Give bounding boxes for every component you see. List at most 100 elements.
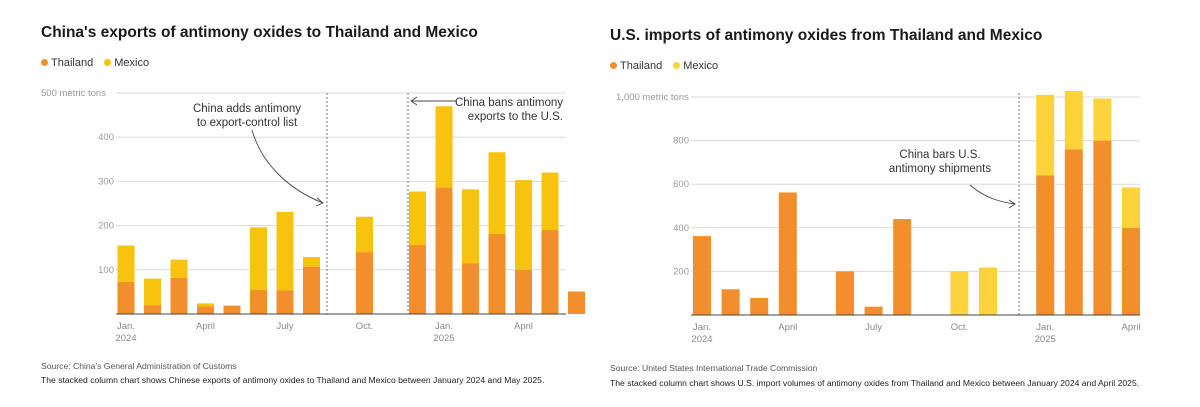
bar-mexico [1036, 94, 1055, 176]
x-tick-label: 2024 [115, 333, 136, 344]
chart-panel-us-imports: U.S. imports of antimony oxides from Tha… [590, 0, 1200, 407]
bar-thailand [568, 291, 585, 314]
y-tick-label: 100 [98, 265, 114, 276]
bar-mexico [197, 303, 214, 307]
annotation-text: to export-control list [197, 117, 298, 129]
annotation-text: China adds antimony [193, 103, 301, 115]
bar-thailand [864, 306, 883, 315]
bar-mexico [488, 152, 506, 234]
x-tick-label: Jan. [117, 321, 135, 332]
bar-mexico [303, 256, 320, 267]
legend-swatch-mexico [104, 59, 112, 66]
y-tick-label: 200 [673, 266, 689, 277]
bar-mexico [515, 180, 532, 270]
x-tick-label: July [865, 322, 882, 333]
x-tick-label: Jan. [693, 322, 711, 333]
bar-mexico [250, 227, 267, 290]
bar-mexico [409, 191, 426, 246]
bar-thailand [721, 289, 740, 315]
chart-svg: 100 200 300 400 500 metric tons Jan.2024 April… [41, 88, 585, 344]
bar-thailand [435, 187, 453, 314]
y-tick-label: 800 [673, 136, 689, 147]
bar-thailand [223, 305, 241, 314]
bar-mexico [276, 211, 294, 291]
chart-source: Source: China's General Administration o… [41, 361, 237, 371]
bar-mexico [950, 271, 969, 315]
bar-thailand [250, 289, 267, 314]
annotation-arrowhead [315, 197, 324, 207]
x-tick-label: Oct. [951, 322, 968, 333]
bar-mexico [541, 172, 559, 231]
bar-thailand [750, 297, 769, 315]
legend-label-mexico: Mexico [683, 60, 719, 72]
annotation-arrow [969, 184, 1016, 205]
x-tick-label: April [778, 322, 797, 333]
bar-thailand [117, 281, 135, 314]
chart-legend: Thailand Mexico [610, 60, 726, 72]
chart-panel-china-exports: China's exports of antimony oxides to Th… [0, 0, 590, 407]
chart-description: The stacked column chart shows Chinese e… [41, 375, 545, 385]
x-tick-label: Jan. [1036, 322, 1054, 333]
x-tick-label: April [196, 321, 215, 332]
chart-legend: Thailand Mexico [41, 57, 157, 69]
bar-thailand [409, 245, 426, 314]
bar-thailand [356, 252, 373, 314]
legend-item-thailand: Thailand [41, 57, 93, 69]
chart-title: U.S. imports of antimony oxides from Tha… [610, 27, 1043, 44]
annotation-text: exports to the U.S. [468, 111, 563, 123]
legend-label-thailand: Thailand [620, 60, 663, 72]
bar-thailand [1093, 140, 1112, 315]
legend-label-mexico: Mexico [114, 57, 150, 69]
bar-thailand [836, 271, 854, 315]
bar-thailand [778, 192, 797, 315]
y-tick-label: 600 [673, 179, 689, 190]
x-tick-label: Oct. [356, 321, 373, 332]
bar-thailand [462, 263, 479, 314]
y-tick-label: 400 [98, 132, 114, 143]
legend-swatch-thailand [41, 59, 48, 66]
bar-mexico [435, 106, 453, 188]
annotation-arrowhead [410, 96, 418, 106]
bar-thailand [515, 269, 532, 314]
annotation-text: China bans antimony [455, 97, 563, 109]
bar-mexico [356, 216, 373, 253]
bar-thailand [693, 236, 711, 315]
bar-thailand [541, 230, 559, 314]
x-tick-label: 2025 [433, 333, 454, 344]
x-tick-label: April [514, 321, 533, 332]
legend-label-thailand: Thailand [51, 57, 94, 69]
bar-mexico [1064, 90, 1083, 150]
bar-thailand [276, 290, 294, 314]
bar-thailand [170, 277, 188, 314]
bar-mexico [979, 267, 997, 315]
y-tick-label: 200 [98, 221, 114, 232]
legend-swatch-thailand [610, 62, 617, 69]
chart-source: Source: United States International Trad… [610, 363, 818, 373]
y-tick-label: 300 [98, 176, 114, 187]
x-tick-label: 2025 [1035, 334, 1056, 345]
bar-thailand [303, 266, 320, 314]
bar-mexico [1093, 98, 1112, 141]
annotation-arrow [251, 129, 324, 204]
x-tick-label: 2024 [691, 334, 712, 345]
y-tick-label: 400 [673, 223, 689, 234]
bar-thailand [197, 306, 214, 314]
chart-description: The stacked column chart shows U.S. impo… [610, 378, 1140, 388]
bar-mexico [144, 278, 161, 306]
chart-title: China's exports of antimony oxides to Th… [41, 24, 478, 41]
bar-thailand [1036, 175, 1055, 315]
bar-thailand [488, 233, 506, 314]
bar-mexico [462, 189, 479, 264]
bar-mexico [170, 259, 188, 278]
bar-thailand [1064, 149, 1083, 315]
legend-item-mexico: Mexico [673, 60, 718, 72]
bar-mexico [117, 245, 135, 282]
legend-item-thailand: Thailand [610, 60, 662, 72]
legend-swatch-mexico [673, 62, 681, 69]
y-tick-label: 500 metric tons [41, 88, 106, 99]
bar-thailand [893, 219, 912, 315]
bar-thailand [1122, 227, 1140, 315]
annotation-text: antimony shipments [889, 163, 992, 175]
bar-thailand [144, 305, 161, 314]
